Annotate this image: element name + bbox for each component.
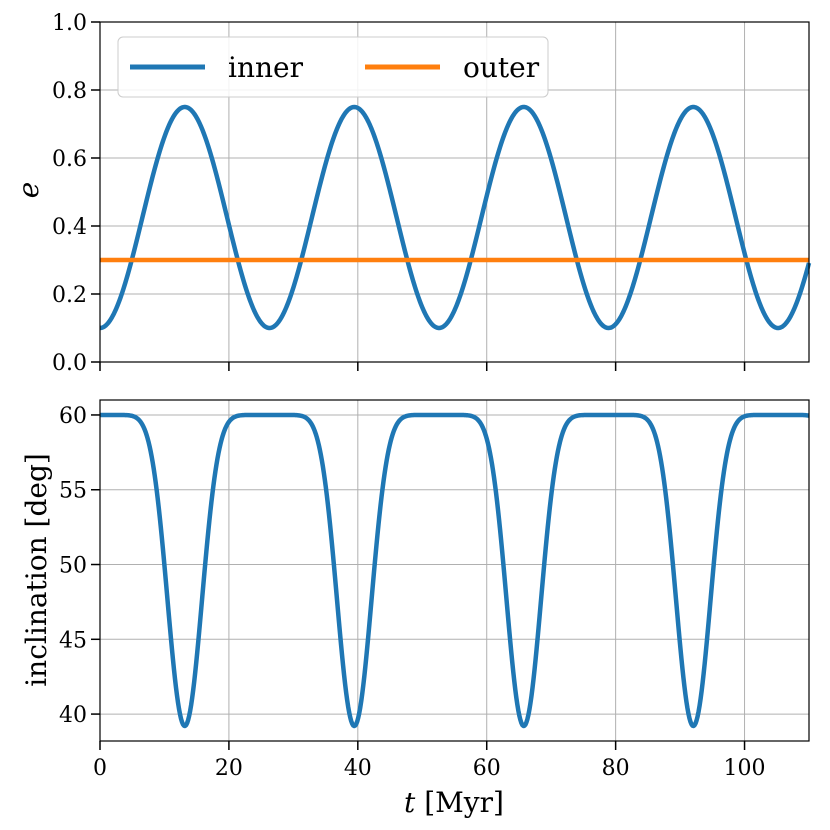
xtick-label: 0	[93, 756, 107, 781]
top-series	[98, 104, 812, 331]
bottom-xlabel: t [Myr]	[404, 786, 504, 819]
ytick-label: 60	[59, 404, 87, 429]
ytick-label: 0.6	[52, 147, 87, 172]
top-ticks: 0.0 0.2 0.4 0.6 0.8 1.0	[52, 11, 746, 376]
xtick-label: 100	[724, 756, 766, 781]
bottom-series	[98, 412, 811, 729]
legend-label-inner: inner	[228, 51, 304, 84]
xlabel-unit: [Myr]	[415, 786, 504, 819]
legend-box	[117, 36, 549, 98]
xlabel-variable: t	[404, 786, 416, 819]
xtick-label: 60	[473, 756, 501, 781]
ytick-label: 0.0	[52, 351, 87, 376]
ytick-label: 50	[59, 554, 87, 579]
bottom-axes-frame	[99, 399, 810, 742]
ytick-label: 0.4	[52, 215, 87, 240]
xtick-label: 20	[215, 756, 243, 781]
ytick-label: 40	[59, 703, 87, 728]
series-line-inner	[98, 104, 812, 331]
ytick-label: 0.2	[52, 283, 87, 308]
ytick-label: 55	[59, 479, 87, 504]
top-axes-frame	[99, 21, 810, 363]
inclination-panel: 0 20 40 60 80 100 40 45 50 55 60 inclination [deg]…	[20, 399, 811, 819]
bottom-ylabel: inclination [deg]	[20, 453, 53, 687]
ytick-label: 0.8	[52, 79, 87, 104]
xtick-label: 40	[344, 756, 372, 781]
series-line-inner-inclination	[98, 412, 811, 729]
legend: inner outer	[117, 36, 549, 98]
bottom-ticks: 0 20 40 60 80 100 40 45 50 55 60	[59, 404, 766, 781]
legend-label-outer: outer	[463, 51, 540, 84]
ytick-label: 45	[59, 628, 87, 653]
top-ylabel: e	[12, 182, 45, 199]
ytick-label: 1.0	[52, 11, 87, 36]
eccentricity-panel: 0.0 0.2 0.4 0.6 0.8 1.0 e inner outer	[12, 11, 812, 376]
xtick-label: 80	[602, 756, 630, 781]
